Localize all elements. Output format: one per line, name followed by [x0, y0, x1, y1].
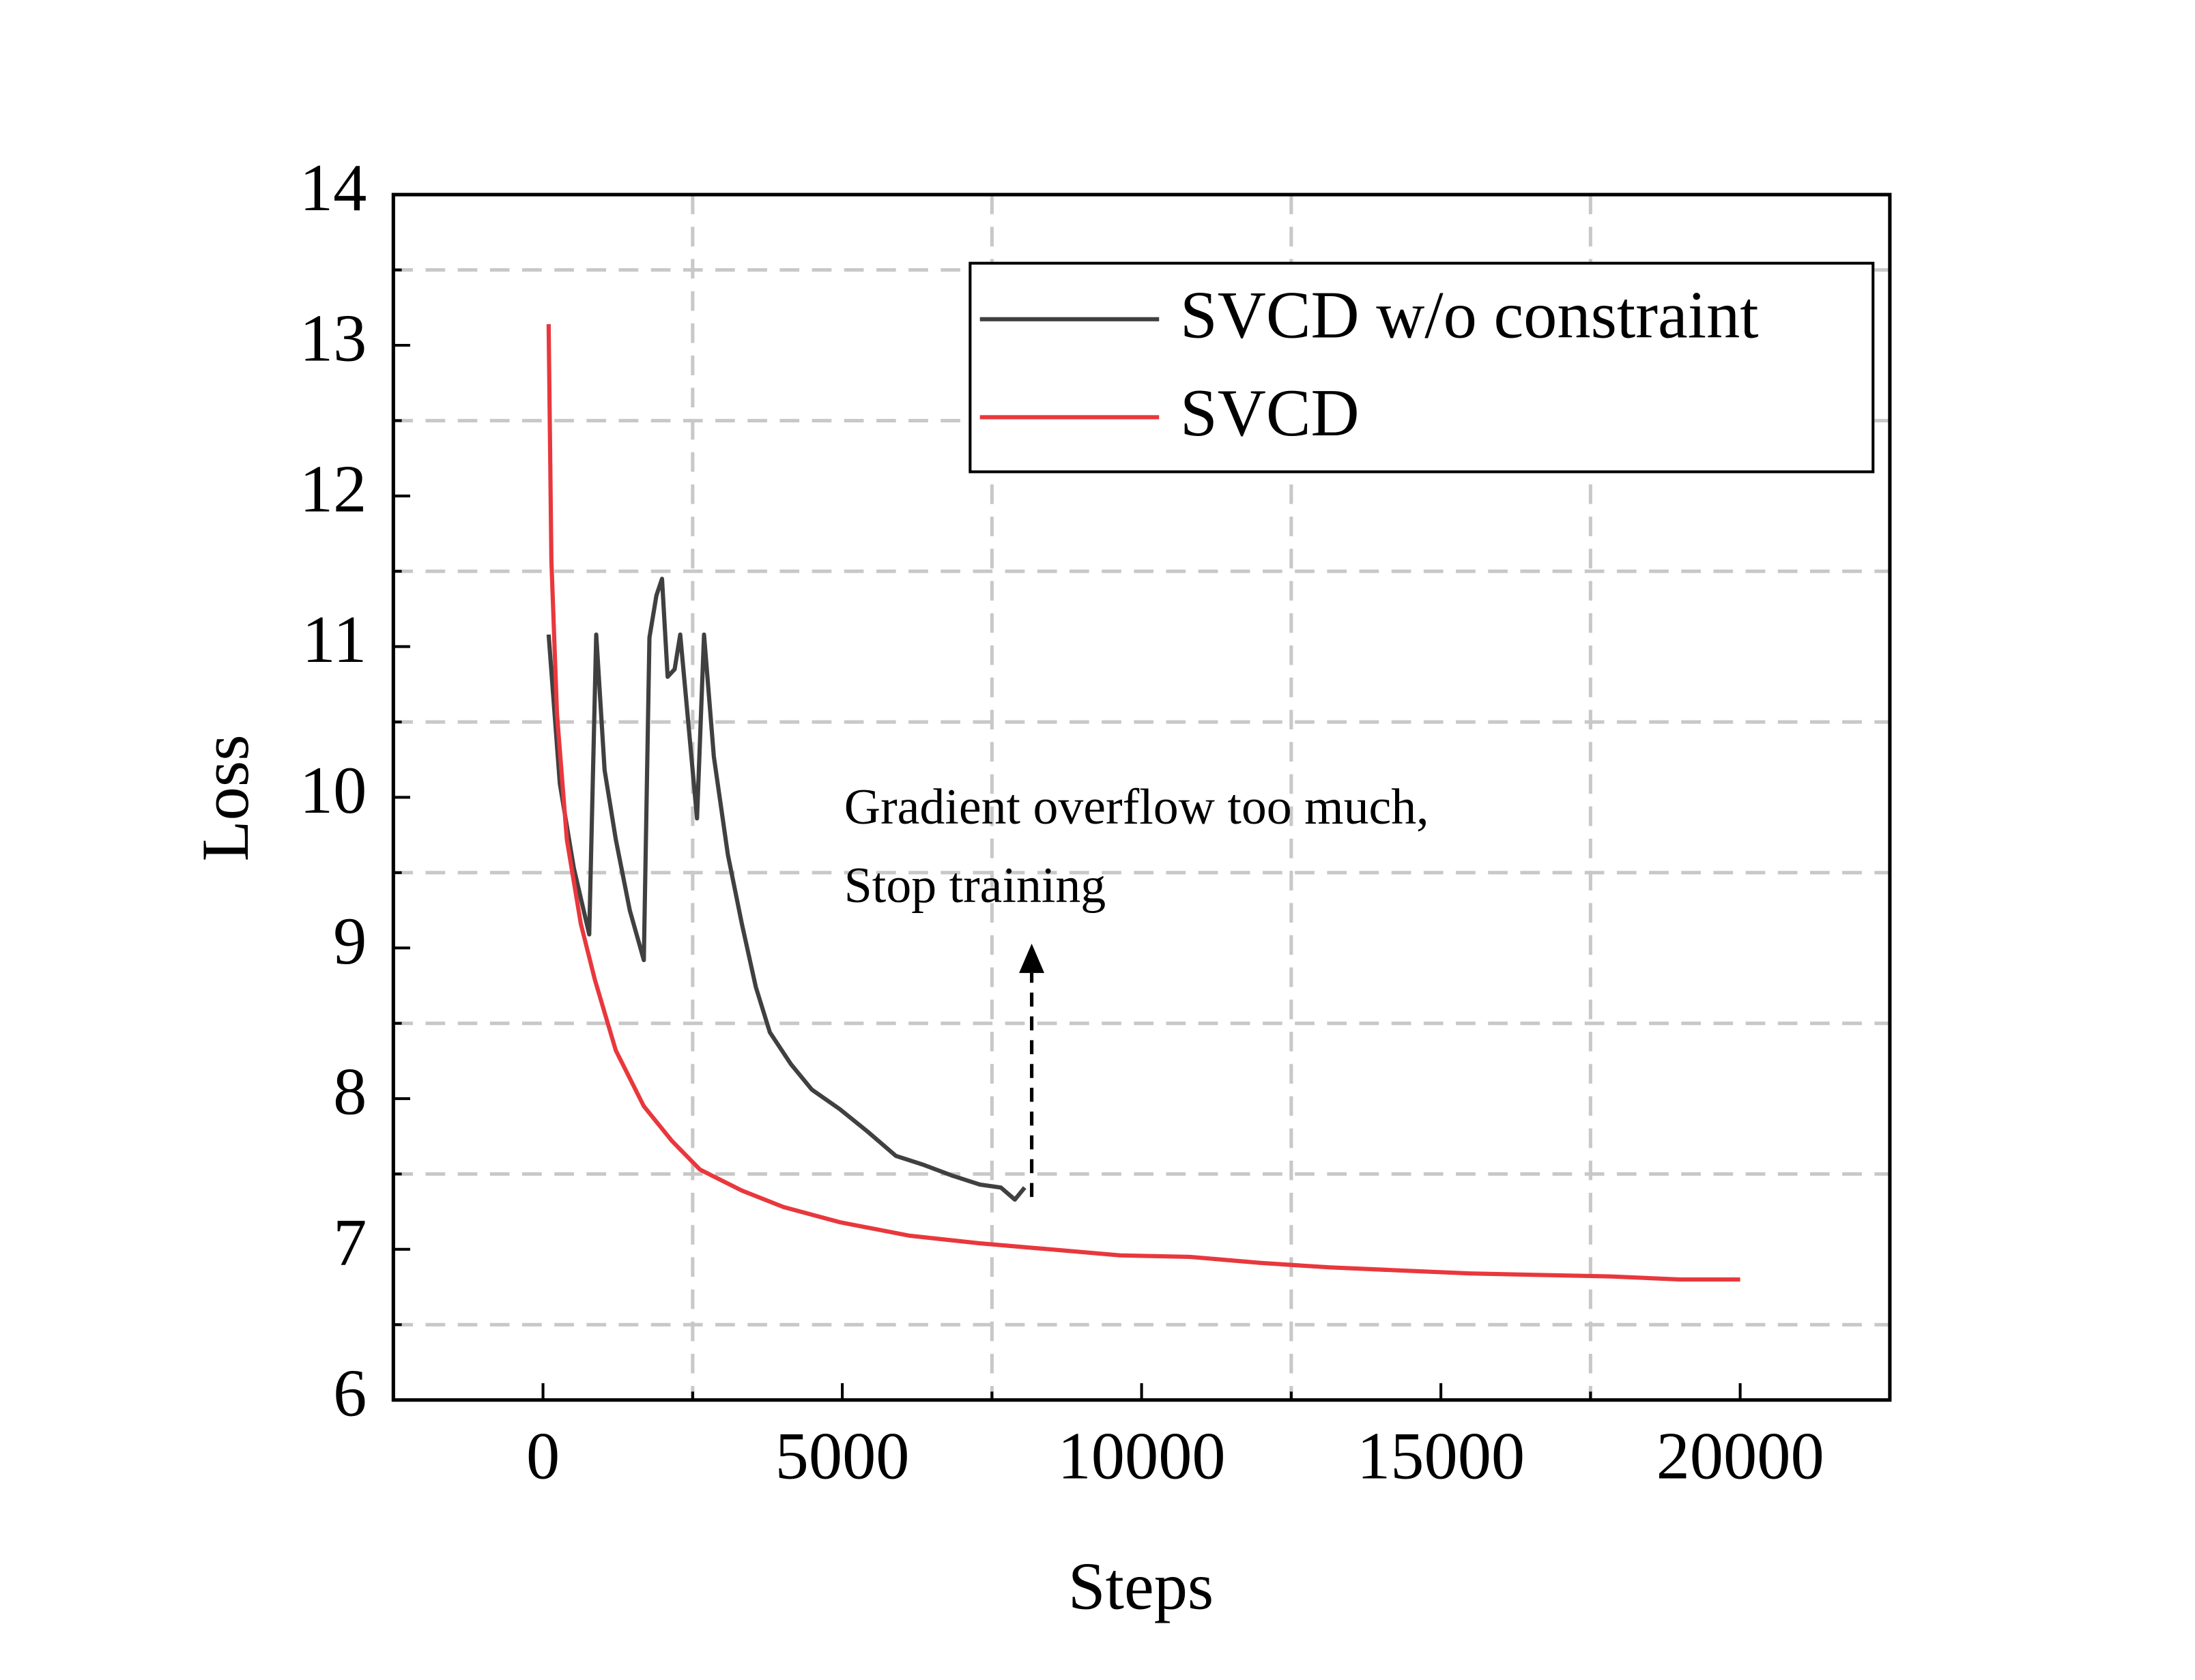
- legend-box: [969, 261, 1875, 474]
- legend: SVCD w/o constraint SVCD: [979, 278, 1759, 450]
- x-tick-label: 0: [526, 1419, 560, 1494]
- y-axis-label: Loss: [188, 734, 263, 861]
- grid: [393, 193, 1890, 1402]
- plot-frame: [391, 192, 1892, 1402]
- y-tick-label: 8: [333, 1055, 367, 1129]
- annotation-arrowhead: [1019, 943, 1045, 973]
- x-tick-label: 15000: [1357, 1419, 1525, 1494]
- x-tick-label: 5000: [775, 1419, 910, 1494]
- series-line: [546, 324, 1740, 1282]
- series-line: [546, 577, 1027, 1202]
- y-tick-label: 7: [333, 1205, 367, 1279]
- x-tick-label: 20000: [1656, 1419, 1824, 1494]
- x-tick-label: 10000: [1058, 1419, 1226, 1494]
- legend-label: SVCD w/o constraint: [1180, 278, 1759, 352]
- annotation: Stop training: [844, 857, 1106, 913]
- y-tick-label: 9: [333, 904, 367, 979]
- plot: [546, 324, 1740, 1282]
- y-tick-label: 11: [302, 603, 367, 677]
- y-tick-label: 14: [300, 151, 367, 225]
- y-tick-label: 12: [300, 452, 367, 526]
- y-tick-label: 13: [300, 302, 367, 376]
- y-tick-label: 6: [333, 1356, 367, 1430]
- x-axis-label: Steps: [1068, 1549, 1214, 1623]
- annotation: Gradient overflow too much,: [844, 779, 1429, 835]
- legend-label: SVCD: [1180, 376, 1360, 450]
- y-tick-label: 10: [300, 753, 367, 828]
